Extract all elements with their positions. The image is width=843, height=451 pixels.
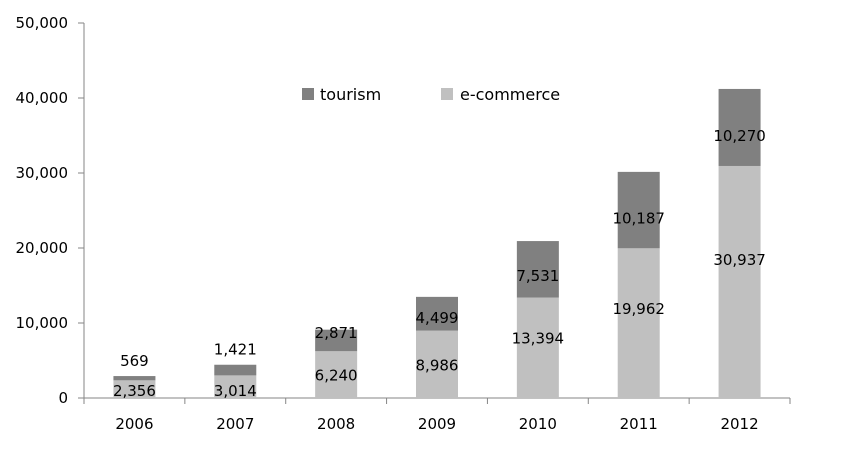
x-tick-label: 2006 bbox=[115, 415, 153, 433]
y-tick-label: 30,000 bbox=[16, 164, 69, 182]
data-label-tourism: 569 bbox=[120, 352, 149, 370]
legend-label-e-commerce: e-commerce bbox=[460, 85, 560, 104]
bar-tourism-2008 bbox=[315, 329, 358, 352]
data-label-e-commerce: 8,986 bbox=[416, 356, 459, 374]
y-tick-label: 40,000 bbox=[16, 89, 69, 107]
x-tick-label: 2009 bbox=[418, 415, 456, 433]
bar-e-commerce-2012 bbox=[718, 165, 761, 398]
y-tick-label: 0 bbox=[58, 389, 68, 407]
data-label-e-commerce: 3,014 bbox=[214, 382, 257, 400]
y-tick-label: 10,000 bbox=[16, 314, 69, 332]
x-tick-label: 2011 bbox=[620, 415, 658, 433]
bars bbox=[113, 88, 761, 398]
bar-tourism-2006 bbox=[113, 376, 156, 381]
data-label-tourism: 10,270 bbox=[713, 127, 766, 145]
bar-e-commerce-2010 bbox=[516, 297, 559, 398]
y-tick-label: 50,000 bbox=[16, 14, 69, 32]
bar-tourism-2009 bbox=[416, 296, 458, 331]
data-label-tourism: 1,421 bbox=[214, 341, 257, 359]
legend-label-tourism: tourism bbox=[320, 85, 381, 104]
bar-e-commerce-2006 bbox=[113, 380, 156, 398]
data-label-e-commerce: 30,937 bbox=[713, 251, 766, 269]
x-tick-label: 2008 bbox=[317, 415, 355, 433]
bar-tourism-2007 bbox=[214, 364, 257, 376]
x-tick-label: 2012 bbox=[720, 415, 758, 433]
data-label-e-commerce: 19,962 bbox=[612, 300, 665, 318]
x-tick-label: 2007 bbox=[216, 415, 254, 433]
data-label-tourism: 7,531 bbox=[516, 267, 559, 285]
data-label-tourism: 10,187 bbox=[612, 210, 665, 228]
data-label-e-commerce: 2,356 bbox=[113, 382, 156, 400]
bar-tourism-2011 bbox=[617, 171, 660, 249]
x-tick-label: 2010 bbox=[519, 415, 557, 433]
data-label-e-commerce: 13,394 bbox=[512, 330, 565, 348]
legend-swatch-e-commerce bbox=[441, 88, 453, 100]
legend-swatch-tourism bbox=[302, 88, 314, 100]
axes: 0 10,000 20,000 30,000 40,000 50,000 2006 2007 2… bbox=[16, 14, 791, 433]
bar-e-commerce-2009 bbox=[416, 330, 458, 398]
data-label-tourism: 4,499 bbox=[416, 309, 459, 327]
bar-e-commerce-2007 bbox=[214, 375, 257, 398]
bar-e-commerce-2008 bbox=[315, 351, 358, 398]
y-tick-label: 20,000 bbox=[16, 239, 69, 257]
data-labels: 2,356 569 3,014 1,421 6,240 2,871 8,986 4,499 13… bbox=[113, 127, 766, 400]
bar-tourism-2012 bbox=[718, 88, 761, 166]
bar-e-commerce-2011 bbox=[617, 248, 660, 398]
data-label-e-commerce: 6,240 bbox=[315, 367, 358, 385]
bar-tourism-2010 bbox=[516, 241, 559, 298]
data-label-tourism: 2,871 bbox=[315, 324, 358, 342]
legend: tourism e-commerce bbox=[302, 85, 560, 104]
